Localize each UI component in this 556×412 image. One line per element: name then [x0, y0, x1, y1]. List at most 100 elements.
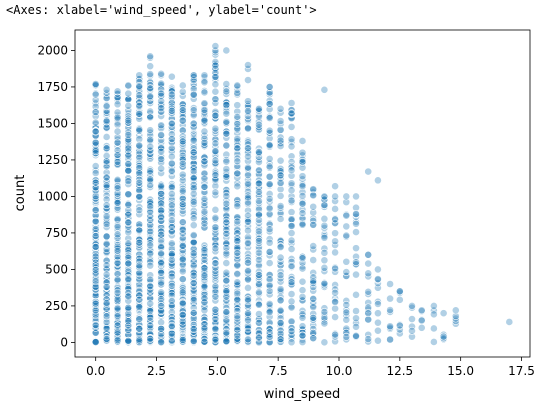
data-point: [124, 81, 133, 90]
data-point: [211, 259, 220, 268]
data-point: [146, 294, 155, 303]
data-point: [124, 337, 133, 345]
data-point: [113, 113, 122, 122]
data-point: [211, 223, 220, 232]
data-point: [244, 163, 252, 172]
data-point: [113, 100, 122, 109]
data-point: [364, 167, 373, 176]
data-point: [320, 248, 329, 257]
data-point: [331, 313, 339, 321]
data-point: [135, 164, 144, 172]
data-point: [287, 290, 296, 298]
data-point: [146, 212, 155, 220]
data-point: [233, 120, 242, 128]
data-point: [91, 166, 100, 175]
data-point: [146, 313, 155, 322]
data-point: [331, 182, 339, 191]
data-point: [244, 309, 252, 318]
data-point: [167, 291, 176, 300]
data-point: [244, 124, 252, 133]
data-point: [374, 176, 382, 185]
data-point: [211, 244, 220, 253]
data-point: [233, 237, 242, 246]
data-point: [91, 338, 100, 346]
data-point: [146, 142, 155, 151]
data-point: [320, 221, 329, 230]
data-point: [352, 314, 360, 323]
data-point: [287, 109, 296, 118]
data-point: [135, 91, 144, 100]
data-point: [146, 241, 155, 250]
data-point: [124, 283, 133, 292]
data-point: [200, 271, 209, 280]
data-point: [331, 288, 339, 297]
data-point: [178, 288, 187, 297]
data-point: [255, 148, 263, 157]
data-point: [102, 183, 111, 192]
data-point: [91, 265, 100, 274]
data-point: [102, 195, 111, 204]
data-point: [374, 336, 382, 345]
data-point: [178, 155, 187, 164]
data-point: [178, 176, 187, 185]
data-point: [135, 254, 144, 263]
data-point: [364, 250, 373, 259]
data-point: [200, 116, 209, 125]
data-point: [113, 252, 122, 261]
data-point: [178, 299, 187, 308]
data-point: [200, 71, 209, 80]
data-point: [408, 315, 416, 323]
data-point: [178, 246, 187, 255]
data-point: [309, 185, 318, 194]
data-point: [331, 229, 339, 238]
data-point: [255, 300, 263, 309]
data-point: [298, 199, 307, 208]
data-point: [91, 194, 100, 203]
data-point: [298, 172, 307, 181]
data-point: [146, 126, 155, 135]
data-point: [222, 100, 231, 109]
data-point: [255, 227, 263, 236]
data-point: [102, 239, 111, 248]
data-point: [124, 251, 133, 260]
data-point: [255, 248, 263, 257]
data-point: [276, 335, 285, 344]
data-point: [167, 247, 176, 255]
data-point: [91, 90, 100, 99]
data-point: [342, 300, 351, 309]
data-point: [146, 321, 155, 330]
data-point: [320, 279, 329, 288]
data-point: [342, 332, 351, 341]
data-point: [113, 258, 122, 267]
data-point: [189, 90, 198, 99]
data-point: [386, 335, 394, 344]
data-point: [146, 328, 155, 337]
data-point: [233, 182, 242, 191]
data-point: [102, 299, 111, 307]
data-point: [211, 205, 220, 214]
data-point: [91, 206, 100, 215]
data-point: [298, 157, 307, 166]
data-point: [189, 71, 198, 80]
data-point: [102, 207, 111, 216]
data-point: [91, 147, 100, 156]
data-point: [135, 315, 144, 324]
data-point: [276, 296, 285, 305]
data-point: [244, 144, 252, 153]
data-point: [157, 155, 166, 163]
data-point: [167, 222, 176, 231]
data-point: [124, 309, 133, 318]
data-point: [146, 107, 155, 116]
data-point: [211, 156, 220, 165]
data-point: [157, 338, 166, 347]
data-point: [342, 222, 351, 231]
data-point: [146, 135, 155, 144]
data-point: [113, 87, 122, 96]
data-point: [124, 228, 133, 237]
data-point: [91, 310, 100, 319]
data-point: [342, 257, 351, 266]
data-point: [298, 182, 307, 190]
y-tick-label: 750: [45, 226, 68, 240]
data-point: [146, 261, 155, 270]
data-point: [200, 106, 209, 114]
